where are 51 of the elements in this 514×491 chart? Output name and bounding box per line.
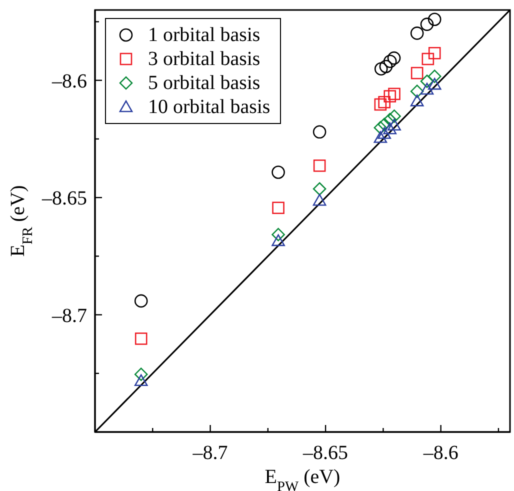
point: [387, 51, 401, 65]
point: [383, 112, 397, 126]
point: [420, 18, 434, 31]
x-tick-label: –8.6: [422, 442, 458, 464]
legend-label: 5 orbital basis: [148, 71, 260, 95]
point: [134, 374, 148, 386]
point: [374, 62, 388, 76]
point: [378, 127, 391, 139]
y-tick-label: –8.6: [51, 70, 87, 92]
point: [410, 26, 424, 40]
x-tick-label: –8.65: [302, 442, 348, 464]
point: [272, 228, 285, 242]
point: [312, 194, 326, 206]
x-tick-label: –8.7: [192, 442, 228, 464]
point: [428, 78, 442, 90]
point: [378, 118, 391, 132]
point: [134, 332, 148, 345]
point: [410, 94, 424, 106]
legend-label: 3 orbital basis: [148, 47, 260, 71]
point: [422, 52, 434, 66]
point: [428, 46, 441, 60]
point: [134, 368, 148, 381]
point: [383, 54, 397, 68]
point: [383, 122, 397, 134]
point: [374, 98, 387, 111]
point: [374, 131, 388, 143]
point: [428, 70, 442, 83]
point: [272, 202, 284, 214]
point: [134, 294, 148, 308]
point: [312, 182, 326, 196]
point: [374, 121, 388, 134]
point: [388, 110, 401, 123]
point: [420, 82, 434, 95]
point: [388, 88, 400, 100]
legend-label: 1 orbital basis: [148, 23, 260, 47]
point: [410, 84, 424, 98]
point: [313, 160, 326, 172]
point: [272, 234, 285, 246]
point: [420, 74, 434, 88]
point: [428, 12, 442, 26]
point: [384, 90, 396, 102]
y-tick-label: –8.7: [51, 304, 87, 327]
point: [379, 60, 393, 74]
point: [378, 96, 390, 108]
y-tick-label: –8.65: [41, 188, 87, 210]
x-axis-title: E$_{PW}$ (eV): [264, 466, 340, 491]
point: [272, 166, 285, 179]
point: [312, 125, 326, 139]
legend-label: 10 orbital basis: [148, 95, 270, 119]
point: [388, 118, 401, 130]
point: [410, 66, 424, 80]
